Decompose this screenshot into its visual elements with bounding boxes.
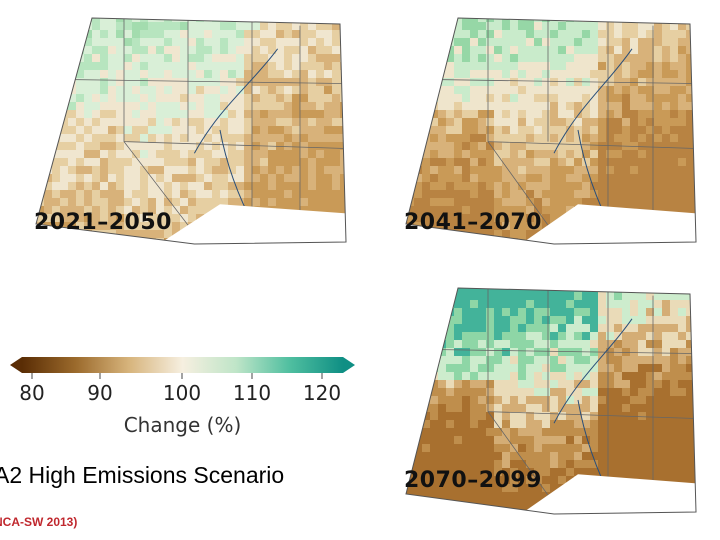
period-label: 2070–2099 [404, 468, 542, 493]
colorbar-right-arrow [343, 357, 355, 373]
map-panel-2041-2070: 2041–2070 [398, 14, 698, 248]
colorbar-gradient [22, 357, 343, 373]
map-panel-2070-2099: 2070–2099 [398, 284, 698, 518]
precip-map-2070-2099 [405, 287, 698, 518]
legend-tick-label: 90 [87, 381, 113, 405]
period-label: 2041–2070 [404, 210, 542, 235]
legend-tick-label: 100 [162, 381, 202, 405]
colorbar-left-arrow [10, 357, 22, 373]
precip-map-2041-2070 [405, 17, 698, 248]
legend-tick-label: 80 [19, 381, 45, 405]
period-label: 2021–2050 [34, 210, 172, 235]
color-legend: 80 90 100 110 120 Change (%) [10, 355, 355, 445]
non-study-region [518, 474, 698, 518]
legend-tick-label: 120 [302, 381, 342, 405]
non-study-region [518, 204, 698, 248]
non-study-region [156, 204, 348, 248]
map-panel-2021-2050: 2021–2050 [28, 14, 348, 248]
scenario-title: A2 High Emissions Scenario [0, 462, 285, 488]
legend-colorbar [10, 357, 355, 379]
legend-title: Change (%) [123, 413, 242, 437]
precip-map-2021-2050 [35, 17, 348, 248]
legend-tick-label: 110 [232, 381, 272, 405]
source-note: NCA-SW 2013) [0, 515, 78, 529]
